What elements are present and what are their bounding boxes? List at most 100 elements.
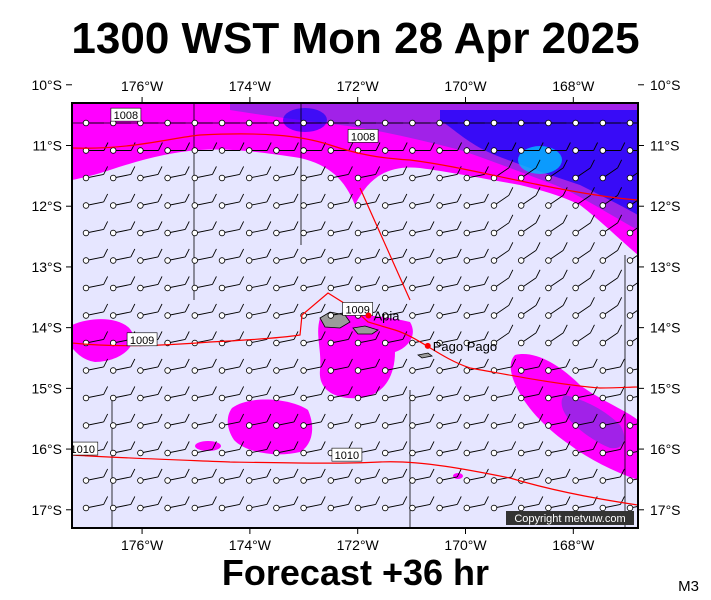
wind-barb (490, 297, 514, 319)
wind-barb (82, 386, 109, 402)
wind-barb (354, 221, 381, 237)
wind-barb (545, 413, 571, 429)
wind-barb (137, 276, 163, 292)
wind-barb (599, 187, 623, 209)
lon-tick-label: 170°W (444, 78, 487, 94)
lon-tick-label: 172°W (337, 78, 380, 94)
wind-barb (382, 276, 408, 292)
wind-barb (109, 248, 136, 264)
wind-barb (518, 413, 544, 429)
wind-barb (545, 324, 568, 347)
wind-barb (545, 142, 571, 154)
wind-barb (463, 119, 485, 127)
wind-barb (599, 242, 623, 264)
wind-barb (354, 413, 381, 429)
wind-barb (109, 413, 136, 429)
wind-barb (137, 496, 163, 512)
wind-barb (436, 496, 462, 512)
lon-tick-label: 168°W (552, 78, 595, 94)
wind-barb (518, 468, 544, 484)
lat-tick-label: 11°S (33, 138, 62, 154)
place-marker: Pago Pago (424, 339, 497, 354)
lat-tick-label: 15°S (31, 380, 62, 396)
wind-barb (327, 468, 353, 484)
wind-barb (409, 193, 435, 209)
wind-barb (572, 269, 595, 292)
wind-barb (436, 276, 462, 292)
wind-barb (572, 242, 595, 264)
wind-barb (490, 214, 514, 237)
wind-barb (300, 248, 326, 264)
lat-tick-label: 14°S (31, 320, 62, 336)
rain-core-blue (283, 108, 327, 132)
isobar-label: 1008 (347, 129, 379, 143)
wind-barb (382, 496, 408, 512)
wind-barb (109, 386, 136, 402)
wind-barb (490, 413, 517, 429)
wind-barb (164, 303, 190, 319)
wind-barb (300, 413, 326, 429)
wind-barb (245, 413, 272, 429)
wind-barb (626, 449, 638, 457)
wind-barb (191, 142, 218, 154)
wind-barb (218, 166, 245, 182)
wind-barb (354, 358, 381, 374)
wind-barb (572, 413, 598, 429)
wind-barb (327, 331, 353, 347)
wind-barb (382, 413, 408, 429)
isobar-label: 1009 (342, 302, 373, 316)
wind-barb (436, 386, 462, 402)
wind-barb (327, 142, 354, 154)
wind-barb (572, 119, 594, 127)
wind-barb (409, 413, 435, 429)
wind-barb (354, 386, 381, 402)
wind-barb (436, 193, 462, 209)
wind-barb (191, 468, 217, 484)
wind-barb (245, 248, 272, 264)
wind-barb (572, 214, 595, 237)
wind-barb (599, 468, 625, 484)
wind-barb (109, 166, 136, 182)
wind-barb (218, 386, 245, 402)
wind-barb (273, 248, 299, 264)
wind-barb (191, 303, 217, 319)
wind-barb (572, 468, 598, 484)
wind-barb (518, 242, 541, 264)
wind-barb (626, 119, 638, 127)
wind-barb (382, 358, 408, 374)
lon-tick-label: 174°W (229, 537, 272, 553)
isobar-label: 1010 (331, 447, 363, 462)
wind-barb (273, 413, 299, 429)
wind-barb (626, 147, 638, 154)
wind-barb (300, 441, 326, 457)
wind-barb (490, 159, 514, 182)
lon-tick-label: 168°W (552, 537, 595, 553)
isobar-label: 1010 (72, 441, 99, 456)
lon-tick-label: 170°W (444, 537, 487, 553)
wind-barb (409, 248, 435, 264)
land-upolu (352, 325, 379, 335)
wind-barb (82, 248, 109, 264)
wind-barb (354, 193, 381, 209)
wind-barb (273, 303, 299, 319)
wind-barb (463, 386, 489, 402)
wind-barb (599, 159, 623, 182)
wind-barb (191, 193, 217, 209)
lat-tick-label: 13°S (650, 259, 681, 275)
wind-barb (191, 496, 217, 512)
wind-barb (164, 221, 190, 237)
rain-patch-samoa (318, 314, 413, 399)
wind-barb (109, 358, 136, 374)
wind-barb (545, 468, 571, 484)
wind-barb (82, 166, 109, 182)
wind-barb (245, 496, 272, 512)
wind-barb (273, 166, 299, 182)
wind-barb (436, 166, 462, 182)
wind-barb (300, 358, 326, 374)
wind-barb (409, 441, 435, 457)
lon-tick-label: 172°W (337, 537, 380, 553)
wind-barb (137, 166, 163, 182)
wind-barb (463, 441, 489, 457)
wind-barb (545, 496, 571, 512)
wind-barb (463, 248, 489, 264)
